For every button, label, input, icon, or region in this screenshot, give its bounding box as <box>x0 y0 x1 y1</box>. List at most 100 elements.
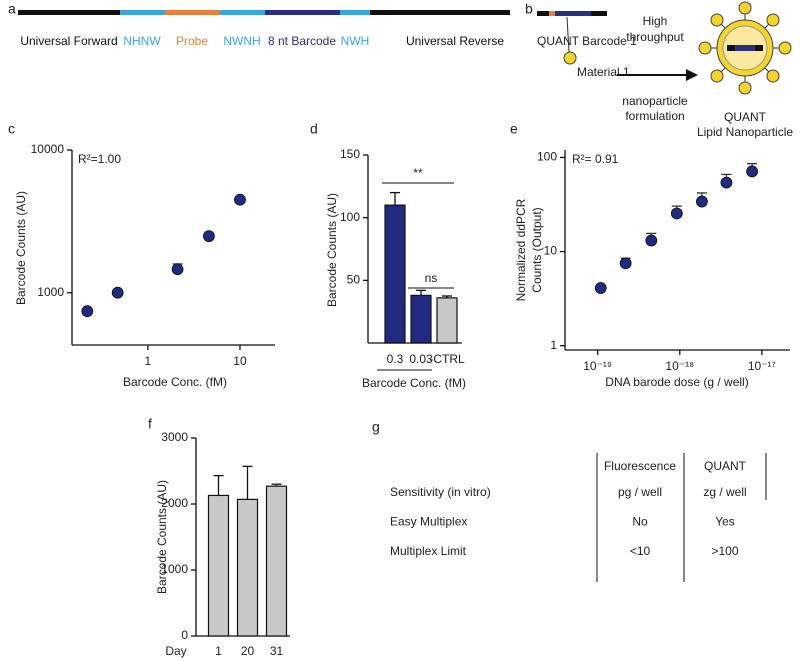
table-cell: Yes <box>715 515 735 529</box>
construct-segment <box>340 10 370 15</box>
data-point <box>696 195 708 208</box>
x-tick-label: 10 <box>233 354 247 368</box>
encapsulated-barcode <box>727 45 763 51</box>
arrow-head <box>686 69 698 81</box>
material-label: Material 1 <box>577 65 630 79</box>
row-label: Multiplex Limit <box>390 544 467 558</box>
construct-segment <box>165 10 220 15</box>
construct-segment <box>265 10 340 15</box>
barcode-end <box>537 11 549 16</box>
data-point <box>670 207 683 220</box>
panel-label: e <box>510 121 518 137</box>
annotation: R²=1.00 <box>78 152 121 166</box>
y-tick-label: 2000 <box>161 496 188 510</box>
y-axis-label: Barcode Counts (AU) <box>155 480 169 594</box>
data-point <box>720 176 733 189</box>
panel-label: f <box>148 416 152 432</box>
data-point <box>619 257 632 270</box>
y-axis-label: Normalized ddPCR <box>514 198 528 301</box>
arrow-label: throughput <box>626 30 684 44</box>
encapsulated-barcode-end <box>755 45 763 51</box>
construct-segment <box>220 10 265 15</box>
bar <box>410 294 432 344</box>
arrow-label: High <box>643 14 668 28</box>
significance-label: ** <box>413 166 423 180</box>
x-tick-label: 20 <box>241 644 255 658</box>
panel-label: c <box>8 121 15 137</box>
nanoparticle <box>698 1 792 95</box>
table-cell: >100 <box>711 544 738 558</box>
y-tick-label: 50 <box>347 273 361 287</box>
construct-label: 8 nt Barcode <box>268 34 336 48</box>
table-cell: No <box>632 515 648 529</box>
y-tick-label: 3000 <box>161 430 188 444</box>
panel-label: a <box>8 1 16 17</box>
formulation-diagram: QUANT Barcode 1 Material 1 High throughp… <box>537 1 793 139</box>
y-axis-label: Barcode Counts (AU) <box>325 193 339 307</box>
construct-label: Universal Reverse <box>406 34 504 48</box>
y-tick-label: 10 <box>544 244 558 258</box>
y-tick-label: 1000 <box>37 285 64 299</box>
construct-segment <box>120 10 165 15</box>
data-point <box>234 193 246 206</box>
x-axis-label: Day <box>165 644 186 658</box>
y-tick-label: 1 <box>550 338 557 352</box>
y-tick-label: 1000 <box>161 562 188 576</box>
y-tick-label: 100 <box>537 150 557 164</box>
bar <box>436 297 458 344</box>
construct-segment <box>18 10 120 15</box>
ligand <box>778 41 792 55</box>
construct-label: NHNW <box>123 34 161 48</box>
row-label: Easy Multiplex <box>390 515 467 529</box>
table-cell: pg / well <box>618 485 662 499</box>
barcode-core <box>555 11 591 16</box>
barcode-probe <box>549 11 555 16</box>
material-dot <box>563 51 577 65</box>
ligand <box>698 41 712 55</box>
product-label: Lipid Nanoparticle <box>697 125 793 139</box>
x-axis-label: DNA barode dose (g / well) <box>605 375 748 389</box>
barcode-label: QUANT Barcode 1 <box>537 34 637 48</box>
construct-segment <box>370 10 510 15</box>
ligand <box>738 1 752 15</box>
panel-label: b <box>525 1 533 17</box>
bar <box>384 204 406 344</box>
y-tick-label: 10000 <box>31 142 65 156</box>
ligand <box>766 13 780 27</box>
y-tick-label: 150 <box>340 147 360 161</box>
bar <box>207 494 230 637</box>
annotation: R²= 0.91 <box>572 152 619 166</box>
data-point <box>746 165 758 178</box>
x-tick-label: 10⁻¹⁹ <box>583 359 612 373</box>
table-cell: <10 <box>630 544 651 558</box>
y-tick-label: 100 <box>340 210 360 224</box>
y-axis-label: Barcode Counts (AU) <box>14 191 28 305</box>
row-label: Sensitivity (in vitro) <box>390 485 491 499</box>
data-point <box>81 305 94 318</box>
construct-label: NWH <box>341 34 370 48</box>
product-label: QUANT <box>724 110 767 124</box>
x-tick-label: 31 <box>270 644 284 658</box>
x-tick-label: 1 <box>145 354 152 368</box>
construct-label: NWNH <box>223 34 260 48</box>
data-point <box>203 230 215 243</box>
data-point <box>645 234 658 247</box>
data-point <box>111 286 124 299</box>
y-axis-label: Counts (Output) <box>530 207 544 292</box>
ligand <box>710 69 724 83</box>
construct-label: Universal Forward <box>20 34 117 48</box>
significance-label: ns <box>425 271 438 285</box>
x-tick-label: 0.03 <box>409 352 433 366</box>
barcode-end <box>591 11 607 16</box>
x-tick-label: 10⁻¹⁷ <box>748 359 776 373</box>
bar <box>265 485 288 637</box>
table-header: QUANT <box>704 459 747 473</box>
y-tick-label: 0 <box>181 628 188 642</box>
x-axis-label: Barcode Conc. (fM) <box>123 375 227 389</box>
table-header: Fluorescence <box>604 459 676 473</box>
ligand <box>766 69 780 83</box>
data-point <box>594 282 607 294</box>
panel-label: g <box>372 419 380 435</box>
x-tick-label: 10⁻¹⁸ <box>665 359 694 373</box>
